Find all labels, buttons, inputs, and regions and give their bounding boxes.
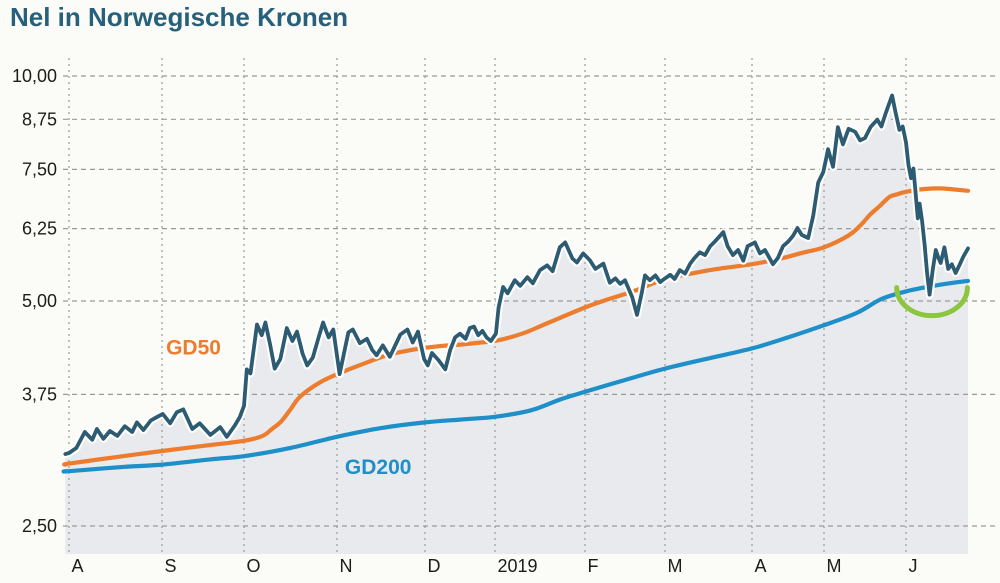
x-tick-label: M <box>668 556 683 576</box>
x-tick-label: A <box>755 556 767 576</box>
y-tick-label: 6,25 <box>22 219 57 239</box>
x-tick-label: F <box>588 556 599 576</box>
x-tick-label: J <box>909 556 918 576</box>
x-tick-label: A <box>72 556 84 576</box>
gd200-label: GD200 <box>345 456 412 479</box>
x-tick-label: D <box>428 556 441 576</box>
gd200-line <box>61 278 971 474</box>
y-tick-label: 3,75 <box>22 384 57 404</box>
gd50-label: GD50 <box>166 337 221 360</box>
y-tick-label: 7,50 <box>22 159 57 179</box>
chart-title: Nel in Norwegische Kronen <box>10 2 349 32</box>
x-tick-label: S <box>165 556 177 576</box>
x-tick-label: N <box>340 556 353 576</box>
y-tick-label: 8,75 <box>22 109 57 129</box>
x-tick-label: M <box>827 556 842 576</box>
price-line <box>63 93 970 456</box>
gd200-touch-highlight-arc <box>894 285 970 319</box>
y-tick-label: 10,00 <box>12 66 57 86</box>
y-tick-label: 5,00 <box>22 291 57 311</box>
price-area-fill <box>65 95 969 555</box>
x-tick-label: O <box>247 556 261 576</box>
gd50-line <box>62 186 971 467</box>
y-tick-label: 2,50 <box>22 516 57 536</box>
x-tick-label: 2019 <box>498 556 538 576</box>
